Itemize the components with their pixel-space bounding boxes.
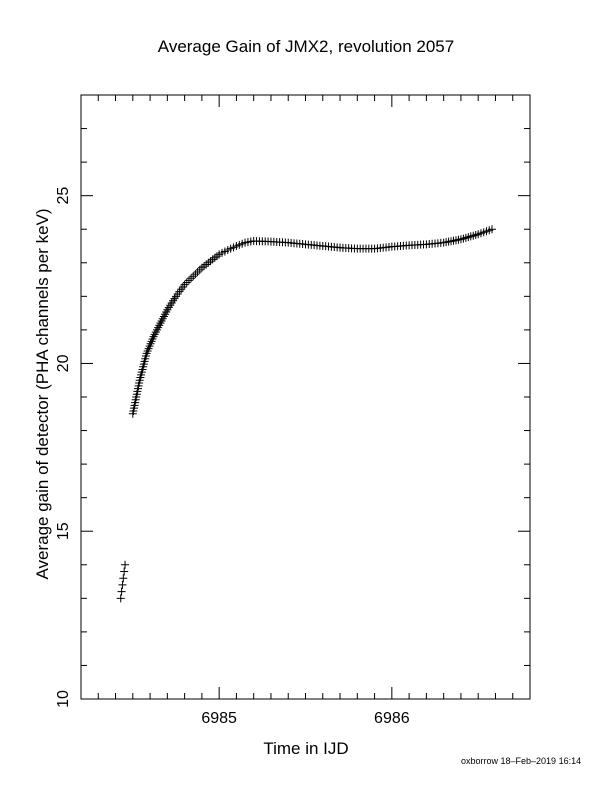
x-tick-label: 6985	[201, 710, 237, 727]
data-point	[119, 574, 128, 583]
data-point	[208, 255, 217, 264]
data-point	[189, 272, 198, 281]
y-tick-label: 15	[55, 522, 72, 540]
data-point	[118, 580, 127, 589]
data-point	[120, 567, 129, 576]
y-axis-label: Average gain of detector (PHA channels p…	[33, 208, 52, 579]
data-point	[212, 252, 221, 261]
y-tick-label: 25	[55, 187, 72, 205]
data-point	[204, 258, 213, 267]
data-point	[180, 280, 189, 289]
axis-ticks: 6985 6986 10 15 20 25	[55, 94, 531, 727]
data-point	[193, 268, 202, 277]
data-point	[195, 265, 204, 274]
footer-note: oxborrow 18–Feb–2019 16:14	[461, 756, 582, 766]
data-point	[200, 262, 209, 271]
y-tick-label: 10	[55, 690, 72, 708]
data-point	[184, 276, 193, 285]
data-point	[197, 263, 206, 272]
data-point	[206, 257, 215, 266]
data-point	[121, 560, 130, 569]
data-point	[182, 278, 191, 287]
data-point	[191, 270, 200, 279]
chart-title: Average Gain of JMX2, revolution 2057	[158, 37, 454, 56]
data-point	[187, 274, 196, 283]
data-point	[117, 587, 126, 596]
x-axis-label: Time in IJD	[263, 739, 348, 758]
data-point	[116, 594, 125, 603]
x-tick-label: 6986	[374, 710, 410, 727]
data-point	[202, 260, 211, 269]
plot-frame	[80, 94, 531, 700]
y-tick-label: 20	[55, 354, 72, 372]
data-markers	[116, 225, 497, 603]
data-point	[488, 225, 497, 234]
data-point	[210, 253, 219, 262]
